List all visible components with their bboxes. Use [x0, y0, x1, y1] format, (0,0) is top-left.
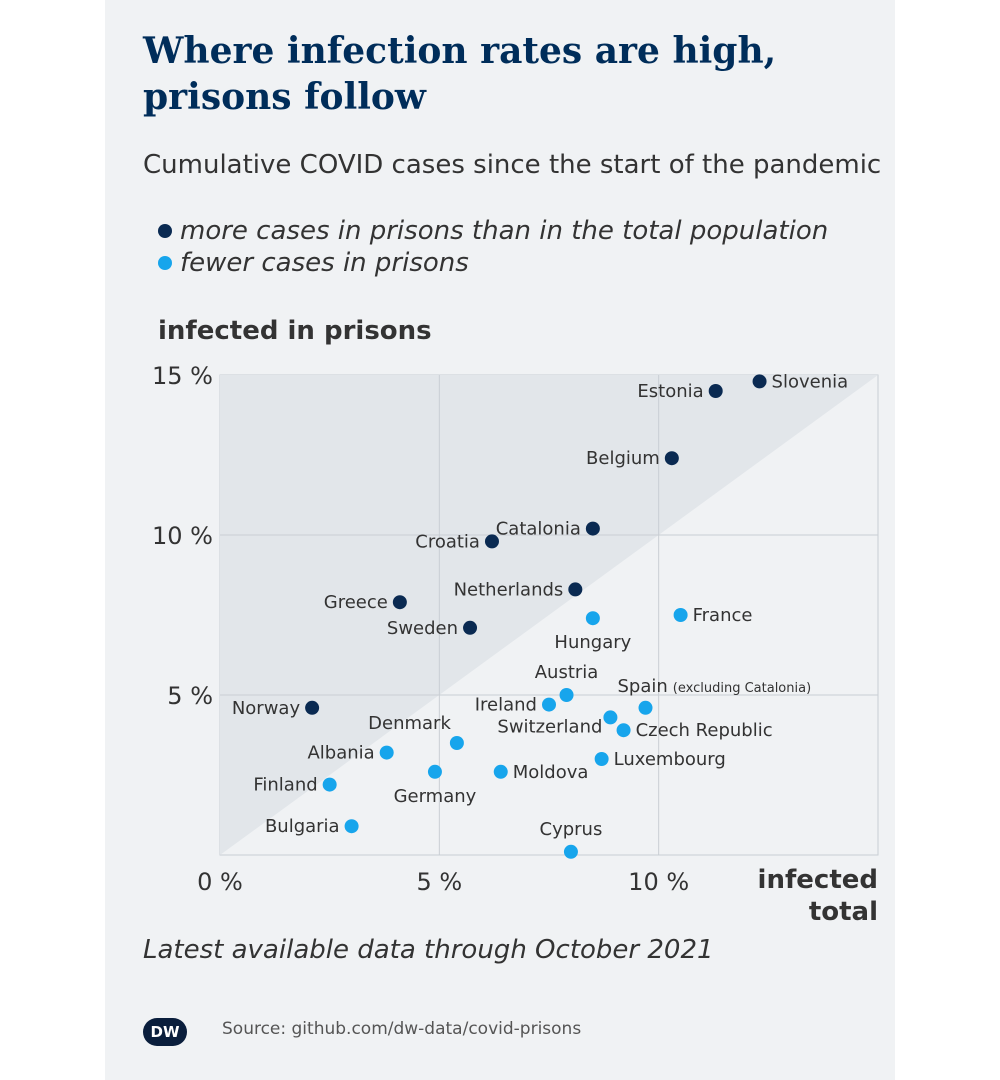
- data-point: [344, 819, 359, 834]
- x-tick-label: 10 %: [628, 868, 689, 896]
- data-label-text: Moldova: [513, 762, 589, 783]
- data-label: Netherlands: [454, 579, 564, 600]
- data-point: [427, 764, 442, 779]
- data-label-text: Ireland: [475, 695, 537, 716]
- data-point: [305, 700, 320, 715]
- data-point: [664, 451, 679, 466]
- data-label-note: (excluding Catalonia): [673, 681, 811, 696]
- data-label: Sweden: [387, 618, 458, 639]
- data-label: Catalonia: [496, 519, 581, 540]
- legend-label-fewer-cases: fewer cases in prisons: [180, 248, 469, 278]
- data-point: [616, 723, 631, 738]
- data-point: [638, 700, 653, 715]
- legend-dot-dark: [158, 224, 172, 238]
- data-label: Spain (excluding Catalonia): [618, 676, 812, 697]
- data-label-text: Sweden: [387, 618, 458, 639]
- data-label-text: Belgium: [586, 448, 660, 469]
- data-label: Greece: [324, 592, 388, 613]
- data-label-text: Croatia: [415, 531, 480, 552]
- data-label-text: Denmark: [368, 713, 451, 734]
- data-label-text: Luxembourg: [614, 749, 726, 770]
- x-tick-label: 5 %: [416, 868, 462, 896]
- legend-dot-light: [158, 256, 172, 270]
- data-label-text: Catalonia: [496, 519, 581, 540]
- data-label-text: Finland: [253, 775, 317, 796]
- data-label: Moldova: [513, 762, 589, 783]
- data-label-text: Austria: [535, 662, 599, 683]
- data-label: Croatia: [415, 531, 480, 552]
- x-axis-label-line: total: [808, 897, 878, 927]
- data-label-text: France: [693, 605, 753, 626]
- data-point: [322, 777, 337, 792]
- data-label-text: Bulgaria: [265, 816, 340, 837]
- data-label: Germany: [394, 786, 477, 807]
- chart-subtitle: Cumulative COVID cases since the start o…: [143, 150, 882, 180]
- data-label: Belgium: [586, 448, 660, 469]
- data-label-text: Spain: [618, 676, 668, 697]
- data-point: [585, 521, 600, 536]
- data-point: [559, 688, 574, 702]
- source-note: Source: github.com/dw-data/covid-prisons: [222, 1019, 582, 1039]
- x-tick-label: 0 %: [197, 868, 243, 896]
- data-point: [379, 745, 394, 760]
- data-point: [542, 697, 556, 712]
- data-point: [463, 620, 478, 635]
- x-axis-label-line: infected: [757, 865, 878, 895]
- data-label: Luxembourg: [614, 749, 726, 770]
- y-tick-label: 10 %: [152, 522, 213, 550]
- data-label-text: Estonia: [637, 381, 703, 402]
- data-label: Czech Republic: [636, 720, 773, 741]
- data-label-text: Switzerland: [497, 716, 602, 737]
- y-tick-label: 5 %: [167, 682, 213, 710]
- y-axis-label: infected in prisons: [158, 316, 432, 346]
- legend-label-more-cases: more cases in prisons than in the total …: [180, 216, 829, 246]
- data-point: [493, 764, 508, 779]
- data-label: Austria: [535, 662, 599, 683]
- data-label: Switzerland: [497, 716, 602, 737]
- data-point: [392, 595, 407, 610]
- legend-item-fewer-cases: fewer cases in prisons: [158, 248, 469, 278]
- data-label: Hungary: [554, 632, 631, 653]
- data-label: Denmark: [368, 713, 451, 734]
- data-point: [708, 384, 723, 398]
- data-label: Slovenia: [772, 371, 849, 392]
- data-point: [594, 752, 609, 766]
- footnote: Latest available data through October 20…: [143, 935, 714, 965]
- data-label-text: Netherlands: [454, 579, 564, 600]
- data-label-text: Germany: [394, 786, 477, 807]
- data-label-text: Norway: [232, 698, 301, 719]
- data-label: Ireland: [475, 695, 537, 716]
- data-point: [585, 611, 600, 626]
- data-point: [752, 374, 767, 389]
- data-label: Cyprus: [540, 819, 603, 840]
- chart-title: Where infection rates are high, prisons …: [143, 30, 777, 118]
- data-point: [563, 844, 578, 859]
- data-label: Norway: [232, 698, 301, 719]
- y-tick-label: 15 %: [152, 362, 213, 390]
- data-label-text: Czech Republic: [636, 720, 773, 741]
- data-point: [449, 736, 464, 750]
- data-label-text: Slovenia: [772, 371, 849, 392]
- x-axis-label: infected total: [700, 864, 878, 928]
- data-point: [673, 608, 688, 622]
- above-diagonal-region: [220, 375, 878, 855]
- data-point: [603, 710, 618, 725]
- data-label: Estonia: [637, 381, 703, 402]
- data-label: Finland: [253, 775, 317, 796]
- data-label-text: Albania: [307, 743, 374, 764]
- data-label: Albania: [307, 743, 374, 764]
- data-label: France: [693, 605, 753, 626]
- data-point: [484, 534, 499, 549]
- dw-logo: DW: [143, 1018, 187, 1046]
- legend-item-more-cases: more cases in prisons than in the total …: [158, 216, 828, 246]
- data-label-text: Hungary: [554, 632, 631, 653]
- data-label-text: Cyprus: [540, 819, 603, 840]
- data-label: Bulgaria: [265, 816, 340, 837]
- data-point: [568, 582, 583, 597]
- data-label-text: Greece: [324, 592, 388, 613]
